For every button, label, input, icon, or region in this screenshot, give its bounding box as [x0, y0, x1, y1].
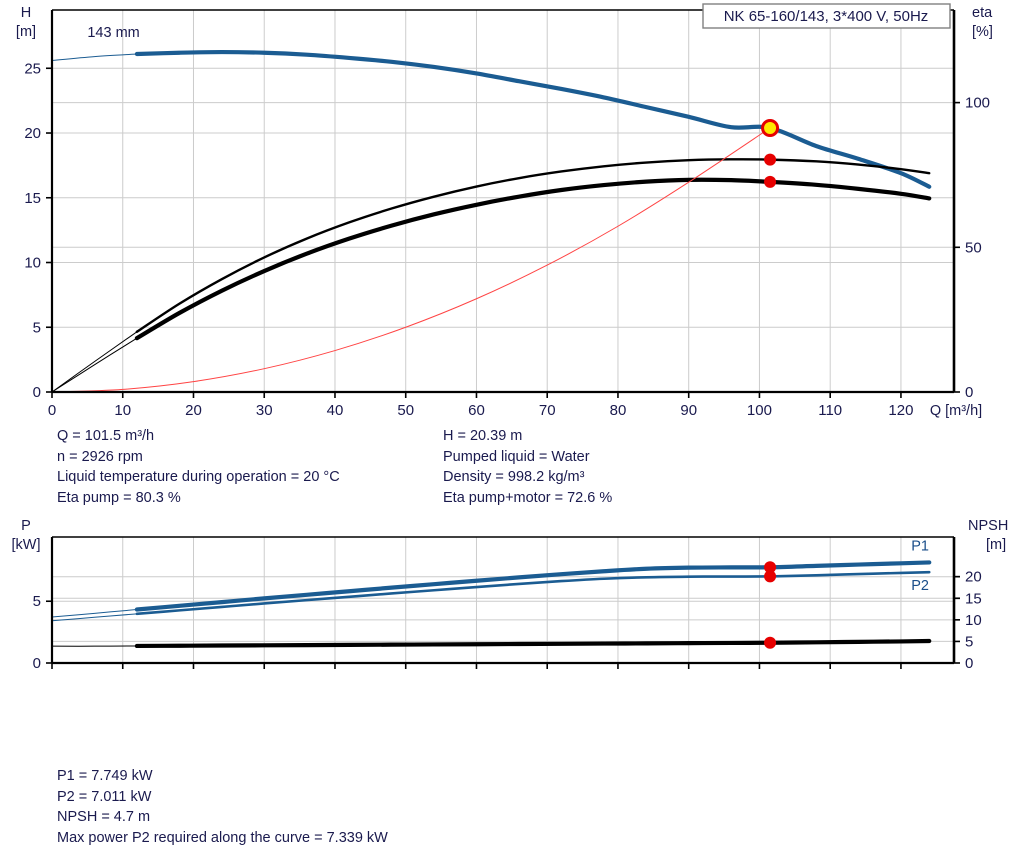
- info-eta-pump-motor: Eta pump+motor = 72.6 %: [443, 488, 612, 509]
- x-tick-label: 60: [468, 402, 485, 419]
- y-axis-label-npsh: NPSH: [968, 518, 1008, 534]
- y-tick-label-left: 15: [24, 190, 41, 207]
- info-speed: n = 2926 rpm: [57, 447, 340, 468]
- power-npsh-chart-svg: 0 5 0 5 10 15 20 P1 P2 P [kW] NPSH [m]: [0, 515, 1024, 680]
- info-eta-pump: Eta pump = 80.3 %: [57, 488, 340, 509]
- x-tick-label: 10: [114, 402, 131, 419]
- duty-point-p2: [764, 570, 776, 582]
- y-axis-unit-npsh: [m]: [986, 537, 1006, 553]
- y-tick-label-right: 50: [965, 239, 982, 256]
- x-tick-label: 0: [48, 402, 56, 419]
- y-axis-unit-power: [kW]: [12, 537, 41, 553]
- x-tick-label: 40: [327, 402, 344, 419]
- y-tick-label-right: 20: [965, 569, 982, 586]
- y-axis-unit-head: [m]: [16, 24, 36, 40]
- series-label-p2: P2: [911, 578, 929, 594]
- x-tick-label: 70: [539, 402, 556, 419]
- y-tick-label-right: 5: [965, 633, 973, 650]
- duty-point-eta-pump: [764, 154, 776, 166]
- y-tick-label-right: 15: [965, 590, 982, 607]
- x-axis-label: Q [m³/h]: [930, 403, 982, 419]
- y-tick-label-left: 10: [24, 255, 41, 272]
- y-tick-label-left: 0: [33, 384, 41, 401]
- x-tick-label: 120: [888, 402, 913, 419]
- chart-title-box: NK 65-160/143, 3*400 V, 50Hz: [703, 4, 950, 28]
- info-q: Q = 101.5 m³/h: [57, 426, 340, 447]
- y-tick-label-right: 100: [965, 95, 990, 112]
- chart-title: NK 65-160/143, 3*400 V, 50Hz: [724, 8, 929, 25]
- info-h: H = 20.39 m: [443, 426, 612, 447]
- y-tick-label-right: 0: [965, 384, 973, 401]
- info-p1: P1 = 7.749 kW: [57, 766, 388, 787]
- power-npsh-chart: 0 5 0 5 10 15 20 P1 P2 P [kW] NPSH [m]: [0, 515, 1024, 680]
- y-tick-label-right: 0: [965, 655, 973, 672]
- info-liquid-temperature: Liquid temperature during operation = 20…: [57, 467, 340, 488]
- duty-point-info-top: Q = 101.5 m³/h n = 2926 rpm Liquid tempe…: [0, 426, 1024, 512]
- x-tick-label: 50: [397, 402, 414, 419]
- x-tick-label: 90: [680, 402, 697, 419]
- y-tick-label-left: 0: [33, 655, 41, 672]
- power-info-column: P1 = 7.749 kW P2 = 7.011 kW NPSH = 4.7 m…: [57, 766, 388, 848]
- series-label-p1: P1: [911, 538, 929, 554]
- y-axis-unit-eta: [%]: [972, 24, 993, 40]
- y-tick-label-left: 5: [33, 319, 41, 336]
- info-density: Density = 998.2 kg/m³: [443, 467, 612, 488]
- duty-point-npsh: [764, 637, 776, 649]
- y-tick-label-right: 10: [965, 612, 982, 629]
- x-tick-label: 30: [256, 402, 273, 419]
- duty-info-right-column: H = 20.39 m Pumped liquid = Water Densit…: [443, 426, 612, 508]
- duty-point-eta-pump-motor: [764, 176, 776, 188]
- info-max-power: Max power P2 required along the curve = …: [57, 828, 388, 849]
- duty-point-head: [763, 120, 778, 135]
- y-axis-label-eta: eta: [972, 5, 993, 21]
- y-axis-label-head: H: [21, 5, 31, 21]
- info-p2: P2 = 7.011 kW: [57, 787, 388, 808]
- info-npsh: NPSH = 4.7 m: [57, 807, 388, 828]
- x-tick-label: 110: [818, 402, 842, 419]
- info-pumped-liquid: Pumped liquid = Water: [443, 447, 612, 468]
- y-tick-label-left: 5: [33, 593, 41, 610]
- y-tick-label-left: 25: [24, 60, 41, 77]
- y-axis-label-power: P: [21, 518, 31, 534]
- x-tick-label: 80: [610, 402, 627, 419]
- y-tick-label-left: 20: [24, 125, 41, 142]
- duty-point-info-bottom: P1 = 7.749 kW P2 = 7.011 kW NPSH = 4.7 m…: [0, 766, 1024, 866]
- duty-info-left-column: Q = 101.5 m³/h n = 2926 rpm Liquid tempe…: [57, 426, 340, 508]
- impeller-diameter: 143 mm: [87, 25, 139, 41]
- power-npsh-chart-body: 0 5 0 5 10 15 20 P1 P2: [33, 537, 982, 672]
- x-tick-label: 20: [185, 402, 202, 419]
- x-tick-label: 100: [747, 402, 772, 419]
